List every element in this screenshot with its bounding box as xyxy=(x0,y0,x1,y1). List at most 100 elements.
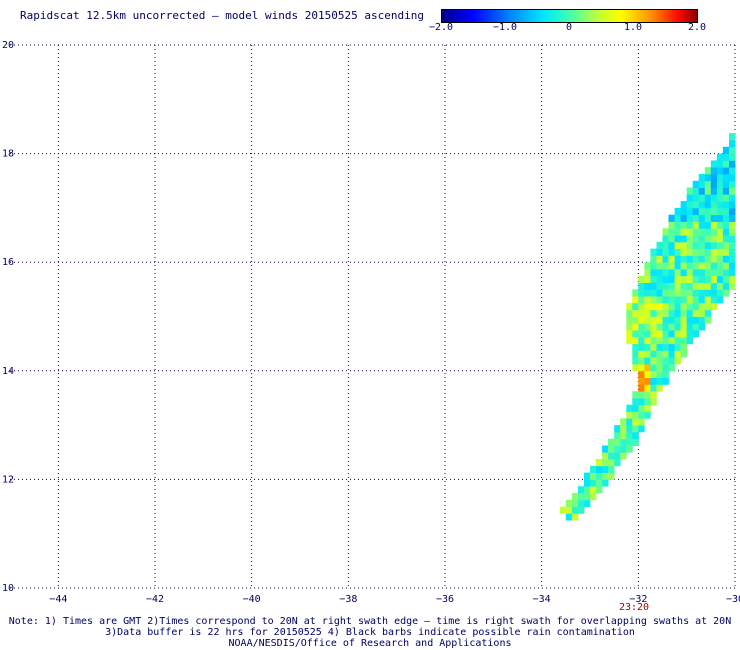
swath-cell xyxy=(632,296,639,304)
swath-cell xyxy=(710,235,718,243)
swath-cell xyxy=(680,336,687,345)
swath-cell xyxy=(704,194,712,202)
swath-cell xyxy=(644,357,651,365)
lon-tick-label: −38 xyxy=(339,594,357,605)
swath-cell xyxy=(729,214,736,222)
swath-cell xyxy=(704,248,712,256)
swath-cell xyxy=(668,350,675,358)
swath-cell xyxy=(662,255,669,263)
swath-cell xyxy=(722,153,730,161)
note-line-2: 3)Data buffer is 22 hrs for 20150525 4) … xyxy=(105,627,635,638)
swath-cell xyxy=(698,235,706,243)
swath-cell xyxy=(638,370,645,378)
swath-cell xyxy=(650,316,657,324)
swath-cell xyxy=(698,323,706,331)
swath-cell xyxy=(674,343,681,351)
swath-cell xyxy=(692,316,700,324)
swath-cell xyxy=(650,269,657,277)
swath-cell xyxy=(644,323,651,331)
swath-cell xyxy=(668,364,675,372)
swath-cell xyxy=(729,133,736,141)
swath-cell xyxy=(686,255,694,263)
swath-cell xyxy=(614,459,621,467)
swath-cell xyxy=(716,282,724,290)
swath-cell xyxy=(602,459,609,467)
swath-cell xyxy=(704,269,712,277)
swath-cell xyxy=(704,180,712,188)
swath-cell xyxy=(565,499,573,507)
swath-cell xyxy=(722,255,730,263)
swath-cell xyxy=(698,201,706,209)
swath-cell xyxy=(674,302,681,311)
swath-cell xyxy=(626,438,633,446)
swath-cell xyxy=(590,472,597,480)
swath-cell xyxy=(662,296,669,304)
swath-cell xyxy=(632,302,639,311)
swath-cell xyxy=(668,214,675,222)
swath-cell xyxy=(602,445,609,453)
swath-cell xyxy=(698,187,706,195)
swath-cell xyxy=(644,302,651,311)
swath-cell xyxy=(590,479,597,487)
swath-cell xyxy=(632,431,639,440)
swath-cell xyxy=(674,241,681,249)
colorbar xyxy=(441,9,698,23)
swath-cell xyxy=(674,221,681,229)
swath-cell xyxy=(722,174,730,182)
swath-cell xyxy=(680,235,687,243)
swath-cell xyxy=(608,472,615,480)
swath-cell xyxy=(638,296,645,304)
swath-cell xyxy=(644,350,651,358)
swath-cell xyxy=(716,153,724,161)
plot-title: Rapidscat 12.5km uncorrected — model win… xyxy=(20,9,424,22)
swath-cell xyxy=(704,241,712,249)
swath-cell xyxy=(668,296,675,304)
swath-cell xyxy=(662,350,669,358)
swath-cell xyxy=(668,309,675,317)
swath-cell xyxy=(710,221,718,229)
swath-cell xyxy=(680,282,687,290)
swath-cell xyxy=(656,309,663,317)
swath-cell xyxy=(680,275,687,283)
swath-cell xyxy=(686,323,694,331)
swath-cell xyxy=(662,316,669,324)
swath-cell xyxy=(674,269,681,277)
swath-cell xyxy=(608,465,615,473)
swath-cell xyxy=(644,296,651,304)
swath-cell xyxy=(698,221,706,229)
swath-cell xyxy=(686,269,694,277)
swath-cell xyxy=(614,445,621,453)
note-line-3: NOAA/NESDIS/Office of Research and Appli… xyxy=(228,638,512,649)
swath-cell xyxy=(692,241,700,249)
swath-cell xyxy=(596,459,603,467)
swath-cell xyxy=(632,425,639,433)
lon-tick-label: −30 xyxy=(726,594,740,605)
swath-cell xyxy=(710,262,718,270)
swath-cell xyxy=(692,207,700,216)
swath-cell xyxy=(620,425,627,433)
swath-cell xyxy=(674,228,681,236)
swath-cell xyxy=(680,289,687,297)
swath-cell xyxy=(674,282,681,290)
colorbar-tick: 1.0 xyxy=(623,22,643,33)
swath-cell xyxy=(722,207,730,216)
swath-cell xyxy=(638,282,645,290)
swath-cell xyxy=(686,194,694,202)
swath-cell xyxy=(729,201,736,209)
swath-cell xyxy=(698,228,706,236)
swath-cell xyxy=(584,493,591,501)
swath-cell xyxy=(644,275,651,283)
swath-cell xyxy=(722,146,730,154)
swath-cell xyxy=(686,289,694,297)
swath-cell xyxy=(716,221,724,229)
swath-cell xyxy=(590,465,597,473)
swath-cell xyxy=(608,452,615,460)
swath-cell xyxy=(638,418,645,426)
swath-cell xyxy=(704,255,712,263)
swath-cell xyxy=(571,499,579,507)
swath-cell xyxy=(638,364,645,372)
swath-cell xyxy=(674,207,681,216)
swath-cell xyxy=(577,499,585,507)
colorbar-tick: −2.0 xyxy=(428,22,454,33)
swath-cell xyxy=(680,201,687,209)
